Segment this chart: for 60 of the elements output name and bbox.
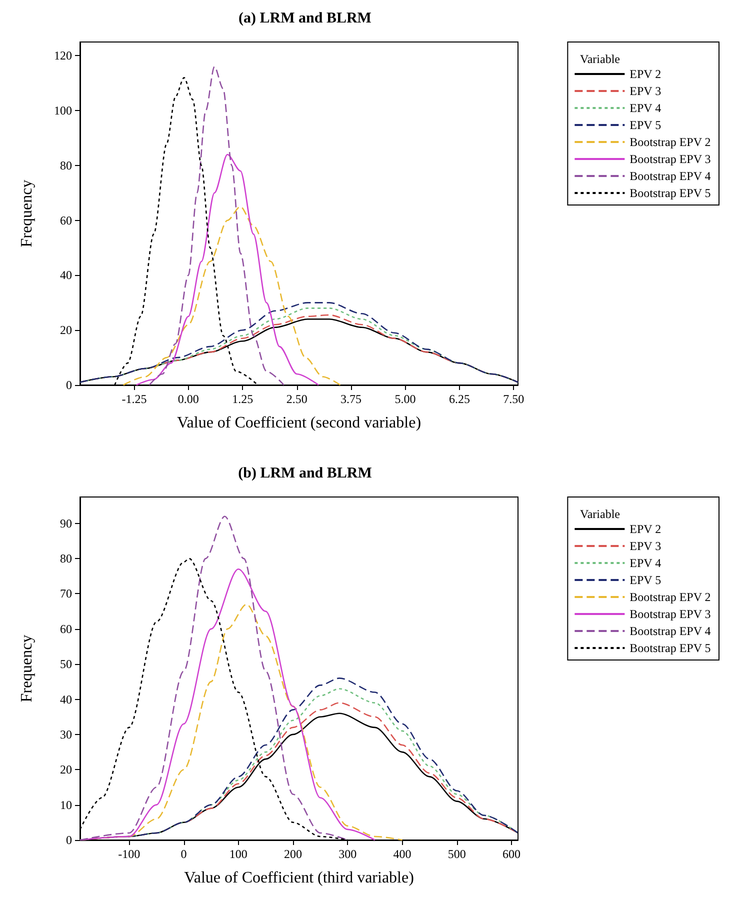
legend-label: Bootstrap EPV 4 [630,624,711,638]
legend-label: EPV 2 [630,522,662,536]
x-tick-label: 400 [393,847,412,861]
y-tick-label: 50 [60,657,72,672]
y-tick-label: 80 [60,552,72,566]
y-tick-label: 30 [60,727,72,742]
y-tick-label: 0 [66,833,72,847]
line-series [136,154,320,386]
x-tick-label: 5.00 [394,392,416,406]
legend-label: EPV 5 [630,118,662,132]
y-tick-label: 20 [60,762,72,777]
legend-label: EPV 3 [630,84,662,98]
legend-title: Variable [580,507,620,521]
x-tick-label: 200 [284,847,302,861]
x-axis-title: Value of Coefficient (second variable) [176,414,422,432]
x-tick-label: 0.00 [178,392,199,406]
y-tick-label: 80 [60,158,72,172]
y-tick-label: 100 [54,104,72,118]
line-series [148,66,284,386]
legend-label: Bootstrap EPV 2 [630,590,711,604]
legend-label: Bootstrap EPV 3 [630,607,711,621]
legend-label: Bootstrap EPV 5 [630,186,711,200]
y-tick-label: 60 [60,213,72,228]
legend-label: EPV 2 [630,67,662,81]
x-tick-label: 2.50 [286,392,308,406]
chart-title: (a) LRM and BLRM [238,10,372,26]
x-axis-title: Value of Coefficient (third variable) [184,870,414,886]
y-tick-label: 40 [60,268,72,282]
x-tick-label: 7.50 [503,392,524,406]
y-axis-title: Frequency [18,634,36,702]
chart-title: (b) LRM and BLRM [238,466,372,482]
y-axis-title: Frequency [18,180,36,248]
x-tick-label: 1.25 [232,392,254,406]
x-tick-label: 500 [448,847,466,861]
legend-title: Variable [580,52,620,66]
legend-label: EPV 5 [630,573,662,587]
x-tick-label: -1.25 [122,392,147,406]
y-tick-label: 0 [66,378,72,392]
legend-label: EPV 4 [630,101,662,115]
y-tick-label: 20 [60,323,72,338]
x-tick-label: 3.75 [340,392,362,406]
x-tick-label: 0 [180,847,187,861]
legend-label: EPV 4 [630,556,662,570]
y-tick-label: 10 [60,798,72,812]
legend-label: EPV 3 [630,539,662,553]
y-tick-label: 70 [60,586,72,601]
x-tick-label: 600 [502,847,520,861]
x-tick-label: 6.25 [448,392,470,406]
y-tick-label: 60 [60,622,72,636]
x-tick-label: -100 [118,847,140,861]
legend-label: Bootstrap EPV 3 [630,152,711,166]
x-tick-label: 100 [229,847,248,861]
x-tick-label: 300 [338,847,357,861]
legend-label: Bootstrap EPV 4 [630,169,711,183]
y-tick-label: 120 [54,48,72,63]
line-series [122,206,341,386]
y-tick-label: 90 [60,516,72,530]
legend-label: Bootstrap EPV 5 [630,641,711,655]
y-tick-label: 40 [60,692,72,706]
legend-label: Bootstrap EPV 2 [630,135,711,149]
